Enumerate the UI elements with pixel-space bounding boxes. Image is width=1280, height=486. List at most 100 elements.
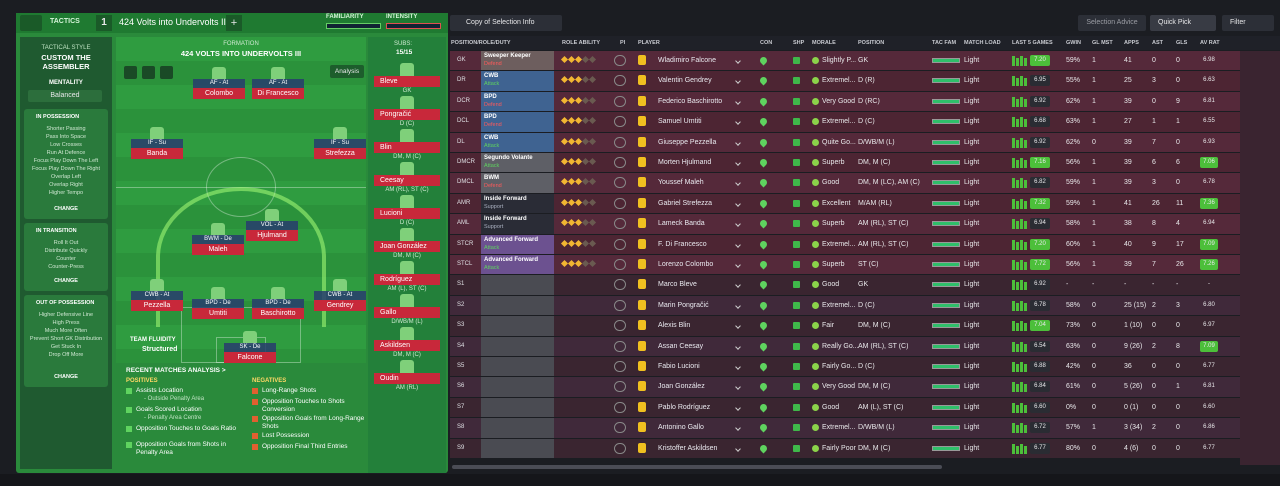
- column-header[interactable]: ROLE ABILITY: [562, 40, 600, 46]
- pi-icon[interactable]: [614, 238, 626, 250]
- player-dropdown[interactable]: [735, 78, 741, 85]
- view-icon[interactable]: [142, 66, 155, 79]
- player-name[interactable]: Marin Pongračić: [658, 301, 709, 309]
- pi-icon[interactable]: [614, 177, 626, 189]
- player-dropdown[interactable]: [735, 445, 741, 452]
- analysis-button[interactable]: Analysis: [330, 65, 364, 78]
- player-row[interactable]: S7 Pablo Rodríguez Good AM (L), ST (C) Light…: [450, 397, 1240, 418]
- player-name[interactable]: Alexis Blin: [658, 322, 691, 330]
- sub-name[interactable]: Ceesay: [374, 175, 440, 186]
- player-row[interactable]: STCR Advanced Forward Attack F. Di Francesc…: [450, 234, 1240, 254]
- column-header[interactable]: LAST 5 GAMES: [1012, 40, 1053, 46]
- player-card[interactable]: AF - At Di Francesco: [252, 67, 304, 99]
- column-header[interactable]: PI: [620, 40, 626, 46]
- pi-icon[interactable]: [614, 340, 626, 352]
- pi-icon[interactable]: [614, 55, 626, 66]
- player-name[interactable]: Gabriel Strefezza: [658, 199, 713, 207]
- player-dropdown[interactable]: [735, 200, 741, 207]
- pi-icon[interactable]: [614, 259, 626, 270]
- sub-name[interactable]: Askildsen: [374, 340, 440, 351]
- player-dropdown[interactable]: [735, 384, 741, 391]
- sub-name[interactable]: Lucioni: [374, 208, 440, 219]
- player-card[interactable]: AF - At Colombo: [193, 67, 245, 99]
- player-card[interactable]: CWB - At Pezzella: [131, 279, 183, 311]
- view-dropdown[interactable]: Copy of Selection Info: [450, 15, 562, 31]
- column-header[interactable]: AST: [1152, 40, 1163, 46]
- player-dropdown[interactable]: [735, 262, 741, 268]
- pi-icon[interactable]: [614, 299, 626, 311]
- player-name[interactable]: Valentin Gendrey: [658, 77, 712, 85]
- pi-icon[interactable]: [614, 95, 626, 107]
- player-card[interactable]: IF - Su Strefezza: [314, 127, 366, 159]
- column-header[interactable]: GLS: [1176, 40, 1188, 46]
- player-name[interactable]: Federico Baschirotto: [658, 97, 723, 105]
- pi-icon[interactable]: [614, 401, 626, 413]
- pi-icon[interactable]: [614, 279, 626, 291]
- pi-icon[interactable]: [614, 116, 626, 128]
- pi-icon[interactable]: [614, 320, 626, 332]
- player-row[interactable]: DMCL BWM Defend Youssef Maleh Good DM, M (LC)…: [450, 173, 1240, 193]
- column-header[interactable]: POSITION: [858, 40, 885, 46]
- scrollbar[interactable]: [452, 465, 942, 469]
- column-header[interactable]: TAC FAM: [932, 40, 957, 46]
- column-header[interactable]: AV RAT: [1200, 40, 1220, 46]
- column-header[interactable]: POSITION/ROLE/DUTY: [451, 40, 511, 46]
- player-row[interactable]: S4 Assan Ceesay Really Go... AM (RL), ST (C…: [450, 336, 1240, 356]
- column-header[interactable]: PLAYER: [638, 40, 660, 46]
- player-name[interactable]: Antonino Gallo: [658, 424, 704, 432]
- analysis-title[interactable]: RECENT MATCHES ANALYSIS >: [126, 367, 226, 374]
- player-name[interactable]: Fabio Lucioni: [658, 363, 700, 370]
- pi-icon[interactable]: [614, 442, 626, 454]
- player-dropdown[interactable]: [735, 425, 741, 432]
- quick-pick[interactable]: Quick Pick: [1150, 15, 1216, 31]
- player-row[interactable]: DL CWB Attack Giuseppe Pezzella Quite Go... D…: [450, 132, 1240, 152]
- player-card[interactable]: CWB - At Gendrey: [314, 279, 366, 311]
- player-card[interactable]: BWM - De Maleh: [192, 223, 244, 255]
- pi-icon[interactable]: [614, 157, 626, 168]
- player-row[interactable]: S1 Marco Bleve Good GK Light 6.92 - - - - - -: [450, 275, 1240, 295]
- player-name[interactable]: Kristoffer Askildsen: [658, 444, 718, 452]
- player-name[interactable]: Youssef Maleh: [658, 179, 704, 187]
- player-dropdown[interactable]: [735, 58, 741, 64]
- filter[interactable]: Filter: [1222, 15, 1274, 31]
- player-row[interactable]: AML Inside Forward Support Lameck Banda Supe…: [450, 214, 1240, 234]
- sub-name[interactable]: Oudin: [374, 373, 440, 384]
- player-row[interactable]: S3 Alexis Blin Fair DM, M (C) Light 7.04 73% 0 1…: [450, 316, 1240, 336]
- player-dropdown[interactable]: [735, 364, 741, 370]
- player-card[interactable]: VOL - At Hjulmand: [246, 209, 298, 241]
- sub-name[interactable]: Bleve: [374, 76, 440, 87]
- player-row[interactable]: S6 Joan González Very Good DM, M (C) Light 6.…: [450, 377, 1240, 397]
- player-row[interactable]: STCL Advanced Forward Attack Lorenzo Colomb…: [450, 255, 1240, 275]
- player-row[interactable]: S5 Fabio Lucioni Fairly Go... D (C) Light 6.8…: [450, 357, 1240, 377]
- formation-name[interactable]: 424 VOLTS INTO UNDERVOLTS III: [180, 49, 302, 58]
- pi-icon[interactable]: [614, 136, 626, 148]
- player-dropdown[interactable]: [735, 119, 741, 126]
- sub-name[interactable]: Pongračić: [374, 109, 440, 120]
- sub-name[interactable]: Rodríguez: [374, 274, 440, 285]
- player-name[interactable]: F. Di Francesco: [658, 240, 707, 248]
- column-header[interactable]: GWIN: [1066, 40, 1081, 46]
- player-name[interactable]: Assan Ceesay: [658, 342, 704, 350]
- player-name[interactable]: Joan González: [658, 383, 705, 391]
- view-icon[interactable]: [124, 66, 137, 79]
- player-name[interactable]: Morten Hjulmand: [658, 159, 712, 166]
- player-name[interactable]: Marco Bleve: [658, 281, 697, 289]
- player-row[interactable]: S8 Antonino Gallo Extremel... D/WB/M (L) Lig…: [450, 418, 1240, 438]
- sub-name[interactable]: Blin: [374, 142, 440, 153]
- player-name[interactable]: Lorenzo Colombo: [658, 261, 714, 268]
- column-header[interactable]: APPS: [1124, 40, 1139, 46]
- column-header[interactable]: SHP: [793, 40, 805, 46]
- player-name[interactable]: Pablo Rodríguez: [658, 403, 711, 411]
- pi-icon[interactable]: [614, 422, 626, 434]
- player-card[interactable]: SK - De Falcone: [224, 331, 276, 363]
- pi-icon[interactable]: [614, 75, 626, 87]
- player-card[interactable]: BPD - De Baschirotto: [252, 287, 304, 319]
- player-row[interactable]: DCL BPD Defend Samuel Umtiti Extremel... D (C…: [450, 112, 1240, 132]
- player-dropdown[interactable]: [735, 139, 741, 146]
- player-name[interactable]: Wladimiro Falcone: [658, 57, 716, 64]
- column-header[interactable]: GL MST: [1092, 40, 1113, 46]
- player-row[interactable]: S2 Marin Pongračić Extremel... D (C) Light 6.…: [450, 295, 1240, 316]
- player-dropdown[interactable]: [735, 302, 741, 309]
- sub-name[interactable]: Gallo: [374, 307, 440, 318]
- player-dropdown[interactable]: [735, 180, 741, 187]
